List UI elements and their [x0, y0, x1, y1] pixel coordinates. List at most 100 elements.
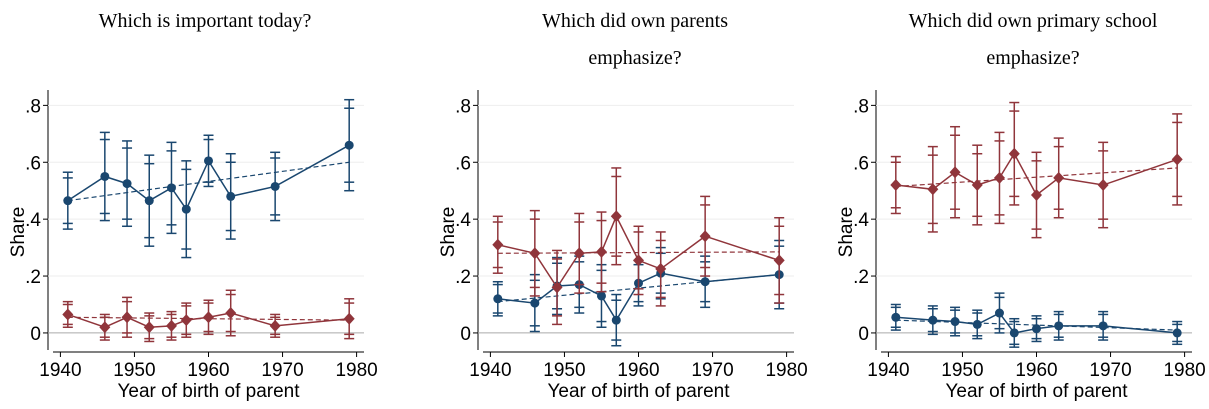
x-tick-label: 1970 — [691, 360, 733, 381]
x-tick-label: 1950 — [113, 360, 155, 381]
marker — [928, 315, 938, 325]
panel-title: Which did own primary school — [909, 10, 1158, 32]
marker — [121, 311, 133, 324]
marker — [203, 311, 214, 324]
marker — [1053, 171, 1065, 184]
marker — [180, 314, 192, 327]
marker — [1009, 328, 1019, 338]
marker — [165, 319, 177, 332]
marker — [596, 291, 606, 301]
x-axis-label: Year of birth of parent — [547, 381, 730, 402]
marker — [950, 317, 960, 327]
marker — [1032, 324, 1041, 334]
y-tick-label: .2 — [455, 267, 471, 288]
x-tick-label: 1950 — [543, 360, 585, 381]
y-tick-label: .2 — [853, 267, 869, 288]
x-axis-label: Year of birth of parent — [117, 381, 300, 402]
marker — [529, 247, 541, 260]
marker — [595, 245, 607, 258]
marker — [225, 307, 237, 320]
series-line — [895, 312, 1178, 334]
marker — [343, 312, 355, 325]
marker — [891, 312, 901, 322]
x-tick-label: 1940 — [867, 360, 909, 381]
marker — [166, 183, 176, 193]
y-tick-label: .6 — [25, 153, 41, 174]
marker — [269, 319, 281, 332]
series-line — [67, 312, 350, 329]
marker — [492, 238, 504, 251]
x-tick-label: 1980 — [1163, 360, 1205, 381]
y-tick-label: .4 — [25, 210, 41, 231]
marker — [700, 277, 710, 287]
y-tick-label: .2 — [25, 267, 41, 288]
y-tick-label: .8 — [455, 96, 471, 117]
x-tick-label: 1980 — [335, 360, 377, 381]
y-tick-label: .6 — [455, 153, 471, 174]
x-tick-label: 1960 — [187, 360, 229, 381]
marker — [610, 210, 622, 223]
marker — [62, 308, 74, 321]
marker — [99, 321, 111, 334]
marker — [1172, 328, 1182, 338]
marker — [1098, 321, 1108, 331]
y-tick-label: .8 — [853, 96, 869, 117]
marker — [493, 294, 503, 304]
marker — [204, 156, 213, 166]
panel: Which did own parents emphasize? 0 .2 .4 .6 .8… — [438, 10, 808, 402]
marker — [1054, 321, 1064, 331]
x-tick-label: 1970 — [1089, 360, 1131, 381]
marker — [890, 179, 902, 192]
marker — [949, 166, 961, 179]
marker — [226, 191, 236, 201]
y-axis-label: Share — [836, 207, 857, 258]
marker — [551, 281, 563, 294]
fit-line — [67, 161, 350, 202]
marker — [144, 196, 154, 206]
series-line — [497, 214, 780, 289]
marker — [927, 183, 939, 196]
series — [62, 98, 355, 259]
panel: Which did own primary school emphasize? 0.… — [836, 10, 1206, 402]
series — [890, 101, 1183, 239]
panel: Which is important today? 0 .2 .4 .6 .8 1940 19… — [8, 10, 378, 402]
x-tick-label: 1970 — [261, 360, 303, 381]
marker — [573, 247, 585, 260]
y-tick-label: .6 — [853, 153, 869, 174]
marker — [611, 315, 621, 325]
series-line — [497, 272, 780, 322]
x-tick-label: 1940 — [469, 360, 511, 381]
marker — [1008, 147, 1020, 160]
marker — [270, 181, 280, 191]
marker — [699, 230, 711, 243]
x-tick-label: 1940 — [39, 360, 81, 381]
marker — [100, 171, 110, 181]
y-tick-label: .8 — [25, 96, 41, 117]
panel-title: emphasize? — [588, 47, 681, 69]
series — [62, 289, 355, 343]
marker — [1031, 188, 1042, 201]
y-tick-label: 0 — [460, 324, 471, 345]
y-tick-label: 0 — [30, 324, 41, 345]
y-tick-label: .4 — [853, 210, 869, 231]
x-tick-label: 1980 — [765, 360, 807, 381]
series — [890, 292, 1183, 348]
marker — [181, 204, 191, 214]
marker — [773, 254, 785, 267]
marker — [63, 196, 73, 206]
marker — [994, 308, 1004, 318]
marker — [344, 140, 354, 150]
marker — [655, 262, 667, 275]
marker — [1097, 179, 1109, 192]
y-axis-label: Share — [8, 207, 29, 258]
x-tick-label: 1960 — [617, 360, 659, 381]
marker — [1171, 153, 1183, 166]
x-tick-label: 1950 — [941, 360, 983, 381]
marker — [143, 321, 155, 334]
y-tick-label: .4 — [455, 210, 471, 231]
panel-title: emphasize? — [986, 47, 1079, 69]
y-tick-label: 0 — [858, 324, 869, 345]
x-tick-label: 1960 — [1015, 360, 1057, 381]
marker — [971, 179, 983, 192]
